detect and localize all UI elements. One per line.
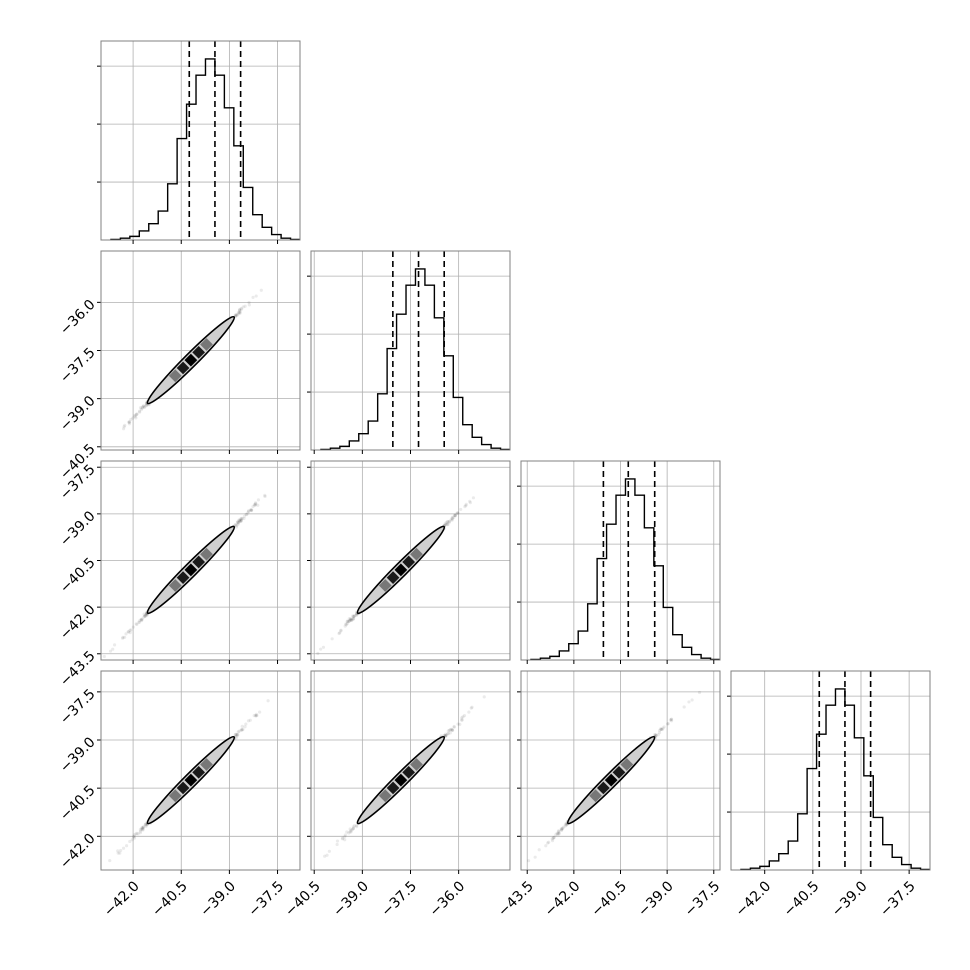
scatter-panel-3-2 xyxy=(517,670,721,874)
scatter-panel-3-1 xyxy=(307,670,511,874)
panel-frame-0-0 xyxy=(100,40,301,241)
scatter-panel-2-1 xyxy=(307,460,511,664)
histogram-panel-3 xyxy=(727,670,931,874)
x-tick-label-3-0: −42.0 xyxy=(733,878,775,920)
x-tick-label-2-0: −43.5 xyxy=(495,878,537,920)
y-tick-label-3-1: −40.5 xyxy=(57,782,99,824)
y-tick-label-1-2: −37.5 xyxy=(57,345,99,387)
y-tick-label-3-2: −39.0 xyxy=(57,734,99,776)
scatter-panel-2-0 xyxy=(97,460,301,664)
y-tick-label-2-0: −43.5 xyxy=(57,648,99,690)
histogram-panel-1 xyxy=(307,250,511,454)
scatter-panel-1-0 xyxy=(97,250,301,454)
x-tick-label-0-1: −40.5 xyxy=(149,878,191,920)
scatter-panel-3-0 xyxy=(97,670,301,874)
panel-frame-3-3 xyxy=(730,670,931,871)
x-tick-label-1-2: −37.5 xyxy=(378,878,420,920)
histogram-step-1 xyxy=(320,268,510,450)
panel-frame-1-0 xyxy=(100,250,301,451)
x-tick-label-3-1: −40.5 xyxy=(781,878,823,920)
histogram-step-2 xyxy=(530,478,720,660)
panel-frame-3-0 xyxy=(100,670,301,871)
y-tick-label-3-0: −42.0 xyxy=(57,831,99,873)
density-core-3-0 xyxy=(168,758,213,803)
histogram-step-3 xyxy=(740,688,930,870)
density-core-3-2 xyxy=(589,758,634,803)
histogram-panel-0 xyxy=(97,40,301,244)
x-tick-label-1-3: −36.0 xyxy=(427,878,469,920)
x-tick-label-0-3: −37.5 xyxy=(245,878,287,920)
histogram-panel-2 xyxy=(517,460,721,664)
y-tick-label-1-3: −36.0 xyxy=(57,297,99,339)
histogram-step-0 xyxy=(110,58,300,240)
y-tick-label-2-1: −42.0 xyxy=(57,601,99,643)
x-tick-label-2-4: −37.5 xyxy=(682,878,724,920)
x-tick-label-2-1: −42.0 xyxy=(542,878,584,920)
x-tick-label-0-2: −39.0 xyxy=(197,878,239,920)
x-tick-label-0-0: −42.0 xyxy=(101,878,143,920)
corner-panels xyxy=(97,40,931,874)
density-core-2-0 xyxy=(168,547,213,592)
x-tick-label-3-3: −37.5 xyxy=(877,878,919,920)
panel-frame-2-0 xyxy=(100,460,301,661)
density-core-2-1 xyxy=(378,547,423,592)
y-tick-label-3-3: −37.5 xyxy=(57,686,99,728)
y-tick-label-2-2: −40.5 xyxy=(57,555,99,597)
density-core-1-0 xyxy=(168,338,213,383)
x-tick-label-2-3: −39.0 xyxy=(635,878,677,920)
y-tick-label-1-1: −39.0 xyxy=(57,393,99,435)
x-tick-label-2-2: −40.5 xyxy=(588,878,630,920)
x-tick-label-1-1: −39.0 xyxy=(330,878,372,920)
x-tick-label-3-2: −39.0 xyxy=(829,878,871,920)
y-tick-labels: −40.5−39.0−37.5−36.0−43.5−42.0−40.5−39.0… xyxy=(57,297,99,873)
x-tick-labels: −42.0 −40.5 −39.0 −37.5−40.5 −39.0 −37.5 −36.0… xyxy=(101,878,919,920)
density-core-3-1 xyxy=(378,758,423,803)
x-tick-label-1-0: −40.5 xyxy=(282,878,324,920)
y-tick-label-2-3: −39.0 xyxy=(57,508,99,550)
